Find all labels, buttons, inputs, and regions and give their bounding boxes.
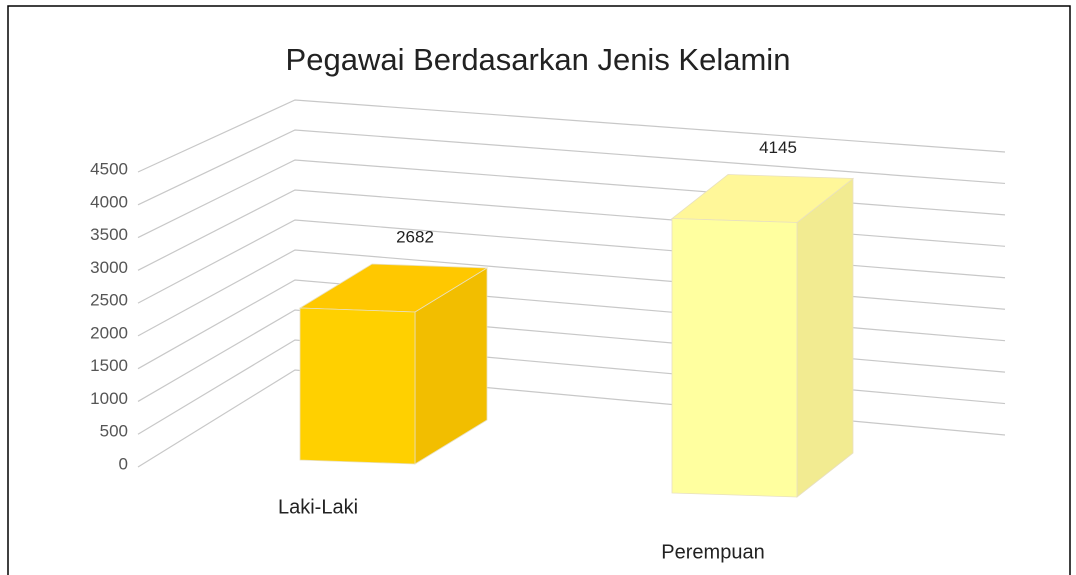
y-tick-label: 1500 bbox=[90, 356, 128, 375]
bar-front bbox=[671, 218, 798, 498]
bar-front bbox=[299, 307, 416, 465]
y-tick-label: 500 bbox=[100, 422, 128, 441]
chart-frame bbox=[7, 5, 1071, 575]
data-label: 4145 bbox=[759, 138, 797, 157]
y-tick-label: 2000 bbox=[90, 323, 128, 342]
y-tick-label: 4500 bbox=[90, 159, 128, 178]
y-tick-label: 3500 bbox=[90, 225, 128, 244]
grid-line bbox=[137, 99, 1006, 173]
grid-line bbox=[137, 129, 1006, 206]
data-label: 2682 bbox=[396, 228, 434, 247]
y-tick-label: 4000 bbox=[90, 192, 128, 211]
x-tick-label: Perempuan bbox=[661, 541, 764, 563]
y-tick-label: 0 bbox=[119, 454, 128, 473]
y-tick-label: 1000 bbox=[90, 389, 128, 408]
x-tick-label: Laki-Laki bbox=[278, 496, 358, 518]
bar-side bbox=[796, 177, 854, 498]
y-tick-label: 3000 bbox=[90, 258, 128, 277]
chart-title: Pegawai Berdasarkan Jenis Kelamin bbox=[286, 42, 791, 77]
y-tick-label: 2500 bbox=[90, 291, 128, 310]
